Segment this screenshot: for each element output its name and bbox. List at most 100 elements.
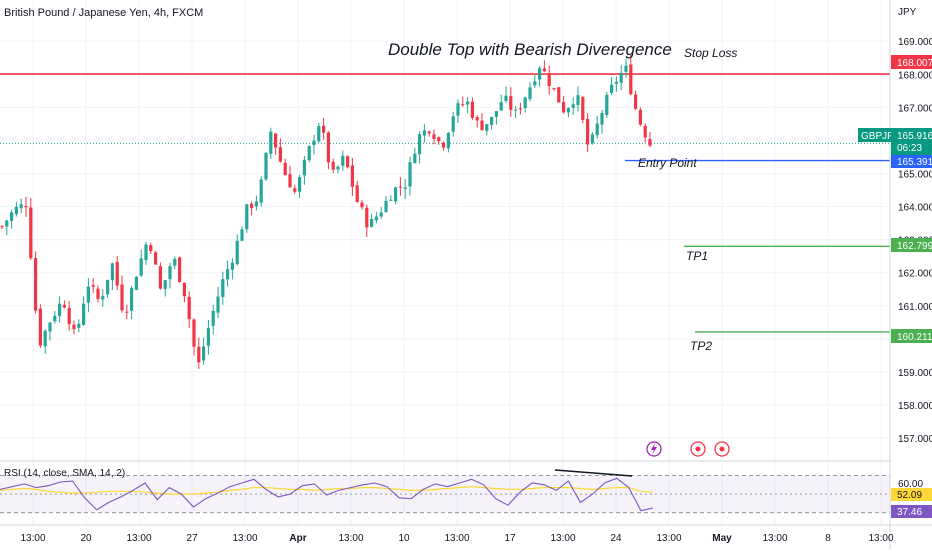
candle-body: [427, 131, 431, 134]
entry-point-label: Entry Point: [638, 156, 697, 170]
candle-body: [254, 201, 258, 207]
rsi-line: [0, 477, 654, 512]
candle-body: [480, 120, 484, 131]
time-tick-label: 13:00: [444, 533, 469, 544]
candle-body: [264, 152, 268, 180]
candles: [0, 54, 652, 370]
candle-body: [67, 307, 71, 325]
candle-body: [240, 229, 244, 241]
candle-body: [566, 108, 570, 113]
candle-body: [312, 140, 316, 146]
time-axis[interactable]: 13:00 20 13:00 27 13:00 Apr 13:00 10 13:00 17 13:0…: [20, 533, 893, 544]
rsi-sma-badge: 52.09: [891, 488, 932, 501]
time-tick-label: May: [712, 533, 732, 544]
candle-body: [202, 346, 206, 361]
candle-body: [187, 296, 191, 320]
tp1-label: TP1: [686, 249, 708, 263]
candle-body: [192, 319, 196, 347]
rsi-badge: 37.46: [891, 505, 932, 518]
svg-text:06:23: 06:23: [897, 143, 922, 154]
candle-body: [442, 142, 446, 148]
time-tick-label: 13:00: [868, 533, 893, 544]
candle-body: [14, 206, 18, 215]
price-tick-label: 167.000: [898, 103, 932, 114]
time-tick-label: 13:00: [20, 533, 45, 544]
candle-body: [29, 207, 33, 259]
candle-body: [533, 81, 537, 86]
lightning-icon[interactable]: [646, 441, 662, 457]
candle-body: [365, 207, 369, 228]
candle-body: [182, 282, 186, 297]
svg-text:160.211: 160.211: [897, 332, 932, 343]
candle-body: [418, 134, 422, 155]
candle-body: [101, 296, 105, 300]
candle-body: [595, 123, 599, 136]
candle-body: [403, 187, 407, 189]
candle-body: [298, 177, 302, 192]
candle-body: [48, 322, 52, 332]
candle-body: [34, 258, 38, 311]
candle-body: [168, 266, 172, 280]
candle-body: [197, 346, 201, 363]
candle-body: [518, 108, 522, 110]
time-tick-label: Apr: [289, 533, 306, 544]
record-icon[interactable]: [714, 441, 730, 457]
candle-body: [235, 240, 239, 265]
candle-body: [5, 220, 9, 227]
candle-body: [542, 68, 546, 72]
price-tick-label: 162.000: [898, 269, 932, 280]
candle-body: [269, 131, 273, 154]
divergence-line[interactable]: [554, 469, 633, 477]
candle-body: [72, 324, 76, 330]
candle-body: [139, 258, 143, 276]
candle-body: [62, 304, 66, 308]
candle-body: [355, 185, 359, 202]
candle-body: [614, 81, 618, 84]
rsi-lines: [0, 469, 654, 512]
candle-body: [350, 165, 354, 187]
candle-body: [134, 276, 138, 290]
candle-body: [557, 87, 561, 103]
svg-text:165.916: 165.916: [897, 131, 932, 142]
candle-body: [216, 296, 220, 313]
time-tick-label: 13:00: [762, 533, 787, 544]
time-tick-label: 13:00: [550, 533, 575, 544]
candle-body: [384, 200, 388, 212]
candle-body: [278, 147, 282, 162]
candle-body: [173, 258, 177, 266]
price-tick-label: 168.000: [898, 70, 932, 81]
candle-body: [125, 311, 129, 313]
candle-body: [326, 132, 330, 163]
candle-body: [475, 117, 479, 121]
price-tick-label: 158.000: [898, 401, 932, 412]
candle-body: [562, 102, 566, 113]
candle-body: [211, 310, 215, 326]
candle-body: [538, 68, 542, 80]
candle-body: [619, 72, 623, 83]
tp2-badge: 160.211: [891, 329, 932, 343]
candle-body: [494, 111, 498, 117]
candle-body: [456, 103, 460, 116]
candle-body: [110, 263, 114, 281]
candle-body: [499, 102, 503, 111]
candle-body: [43, 330, 47, 347]
candle-body: [528, 87, 532, 100]
candle-body: [504, 95, 508, 102]
candle-body: [398, 186, 402, 188]
candle-body: [634, 94, 638, 109]
price-tick-label: 165.000: [898, 170, 932, 181]
record-icon[interactable]: [690, 441, 706, 457]
price-tick-label: 164.000: [898, 203, 932, 214]
time-tick-label: 10: [398, 533, 410, 544]
time-tick-label: 13:00: [126, 533, 151, 544]
stop-loss-badge: 168.007: [891, 55, 932, 69]
candle-body: [379, 212, 383, 217]
candle-body: [643, 125, 647, 138]
candle-body: [346, 156, 350, 168]
time-tick-label: 20: [80, 533, 92, 544]
candle-body: [283, 162, 287, 176]
svg-text:37.46: 37.46: [897, 507, 922, 518]
price-tick-label: 161.000: [898, 302, 932, 313]
